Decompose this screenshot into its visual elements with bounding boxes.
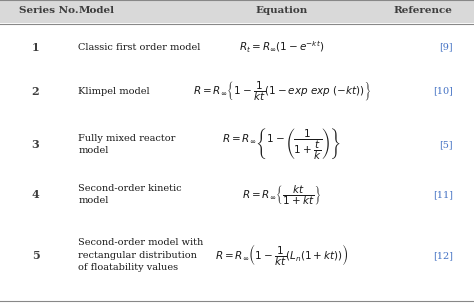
Text: $R = R_{\infty}\left\{1 - \left(\dfrac{1}{1 + \dfrac{t}{k}}\right)\right\}$: $R = R_{\infty}\left\{1 - \left(\dfrac{1… (222, 126, 342, 162)
Text: [12]: [12] (433, 251, 453, 260)
Text: Klimpel model: Klimpel model (78, 87, 150, 96)
Text: Series No.: Series No. (19, 6, 79, 15)
Text: $R = R_{\infty}\left\{1 - \dfrac{1}{kt}(1 -exp\ exp\ (-kt))\right\}$: $R = R_{\infty}\left\{1 - \dfrac{1}{kt}(… (193, 79, 371, 103)
Text: Fully mixed reactor
model: Fully mixed reactor model (78, 134, 175, 155)
Text: [10]: [10] (433, 87, 453, 96)
Text: 2: 2 (32, 86, 39, 97)
Text: 1: 1 (32, 42, 39, 53)
Text: $R_t = R_{\infty}(1 - e^{-kt})$: $R_t = R_{\infty}(1 - e^{-kt})$ (239, 40, 325, 55)
Text: 4: 4 (32, 189, 39, 200)
Text: 5: 5 (32, 250, 39, 261)
Text: $R = R_{\infty}\left(1 - \dfrac{1}{kt}\left(L_n(1 + kt)\right)\right)$: $R = R_{\infty}\left(1 - \dfrac{1}{kt}\l… (215, 242, 349, 268)
Text: Second-order kinetic
model: Second-order kinetic model (78, 184, 182, 205)
Text: Classic first order model: Classic first order model (78, 43, 201, 52)
Text: [5]: [5] (439, 140, 453, 149)
Text: [11]: [11] (433, 190, 453, 199)
Text: Equation: Equation (256, 6, 308, 15)
Text: Second-order model with
rectangular distribution
of floatability values: Second-order model with rectangular dist… (78, 238, 203, 272)
FancyBboxPatch shape (0, 0, 474, 23)
Text: 3: 3 (32, 139, 39, 150)
Text: $R = R_{\infty}\left\{\dfrac{kt}{1 + kt}\right\}$: $R = R_{\infty}\left\{\dfrac{kt}{1 + kt}… (242, 183, 322, 206)
Text: Reference: Reference (394, 6, 453, 15)
Text: [9]: [9] (439, 43, 453, 52)
Text: Model: Model (78, 6, 114, 15)
